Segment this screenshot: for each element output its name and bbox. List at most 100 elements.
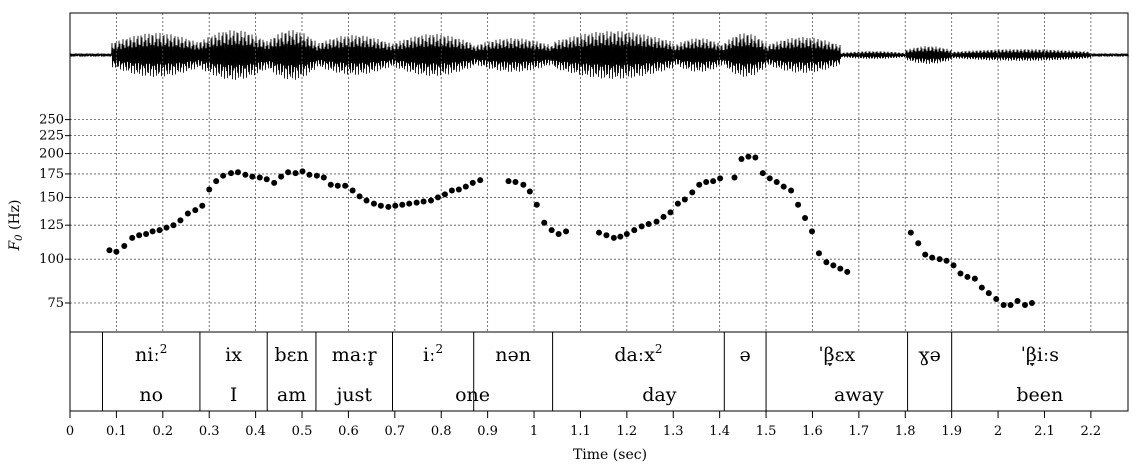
- f0-point: [660, 213, 667, 220]
- f0-point: [815, 250, 822, 257]
- f0-point: [399, 201, 406, 208]
- f0-point: [971, 275, 978, 282]
- f0-point: [830, 262, 837, 269]
- f0-point: [526, 188, 533, 195]
- x-tick-label: 1.6: [802, 424, 823, 439]
- ipa-label: ɣə: [918, 344, 941, 366]
- x-tick-label: 2.1: [1034, 424, 1055, 439]
- f0-point: [703, 178, 710, 185]
- f0-point: [623, 230, 630, 237]
- x-tick-label: 0.9: [477, 424, 498, 439]
- f0-point: [370, 200, 377, 207]
- x-axis: 0 0.1 0.2 0.3 0.4 0.5 0.6 0.7 0.8 0.9 1 1.1 1.2 1.3 1.…: [66, 411, 1101, 439]
- f0-point: [717, 175, 724, 182]
- ipa-label: ə: [740, 344, 751, 366]
- f0-points: [106, 153, 1035, 309]
- f0-point: [710, 178, 717, 185]
- f0-point: [256, 174, 263, 181]
- y-tick-label: 100: [39, 252, 64, 267]
- y-axis-title-subscript: 0: [14, 234, 25, 241]
- f0-point: [121, 243, 128, 250]
- f0-point: [936, 256, 943, 263]
- f0-point: [759, 170, 766, 177]
- f0-point: [964, 273, 971, 280]
- f0-point: [334, 182, 341, 189]
- y-axis-title-unit: (Hz): [7, 199, 23, 234]
- f0-point: [555, 230, 562, 237]
- f0-point: [844, 268, 851, 275]
- f0-point: [837, 265, 844, 272]
- f0-point: [234, 169, 241, 176]
- f0-point: [929, 254, 936, 261]
- f0-point: [689, 189, 696, 196]
- f0-point: [681, 196, 688, 203]
- x-tick-label: 0.2: [152, 424, 173, 439]
- plot-frame: [69, 12, 1129, 412]
- f0-point: [448, 187, 455, 194]
- y-axis-title: F0 (Hz): [7, 199, 25, 251]
- f0-point: [617, 233, 624, 240]
- ipa-label: ix: [225, 344, 242, 366]
- f0-point: [645, 220, 652, 227]
- f0-point: [206, 186, 213, 193]
- f0-point: [271, 179, 278, 186]
- x-tick-label: 0.5: [292, 424, 313, 439]
- x-tick-label: 1.5: [756, 424, 777, 439]
- x-tick-label: 1.2: [616, 424, 637, 439]
- f0-point: [469, 179, 476, 186]
- f0-point: [795, 201, 802, 208]
- f0-point: [136, 232, 143, 239]
- f0-point: [143, 230, 150, 237]
- f0-point: [638, 223, 645, 230]
- f0-point: [477, 177, 484, 184]
- gloss-label: away: [834, 384, 884, 406]
- f0-point: [950, 262, 957, 269]
- f0-point: [377, 202, 384, 209]
- f0-point: [745, 153, 752, 160]
- f0-point: [356, 193, 363, 200]
- f0-point: [738, 156, 745, 163]
- x-tick-label: 0.1: [106, 424, 127, 439]
- f0-point: [420, 198, 427, 205]
- f0-point: [773, 178, 780, 185]
- y-tick-label: 125: [39, 218, 64, 233]
- f0-point: [278, 173, 285, 180]
- f0-point: [385, 203, 392, 210]
- f0-point: [1021, 302, 1028, 309]
- f0-point: [541, 219, 548, 226]
- gloss-label: been: [1016, 384, 1063, 406]
- f0-point: [1000, 302, 1007, 309]
- x-tick-label: 0.8: [431, 424, 452, 439]
- f0-point: [434, 194, 441, 201]
- x-tick-label: 1.3: [663, 424, 684, 439]
- ipa-label: bɛn: [274, 344, 308, 366]
- f0-point: [149, 228, 156, 235]
- f0-point: [392, 202, 399, 209]
- x-tick-label: 1.1: [570, 424, 591, 439]
- f0-point: [428, 197, 435, 204]
- f0-point: [242, 171, 249, 178]
- f0-point: [299, 168, 306, 175]
- gloss-label: day: [642, 384, 676, 406]
- f0-point: [306, 171, 313, 178]
- f0-point: [1007, 302, 1014, 309]
- f0-point: [943, 257, 950, 264]
- f0-point: [915, 240, 922, 247]
- grid: [70, 13, 1128, 332]
- f0-point: [313, 172, 320, 179]
- ipa-label: ˈβ̞ɛx: [818, 344, 855, 366]
- f0-point: [985, 290, 992, 297]
- f0-point: [129, 234, 136, 241]
- f0-point: [610, 234, 617, 241]
- f0-point: [292, 170, 299, 177]
- x-tick-label: 0: [66, 424, 74, 439]
- y-tick-label: 175: [39, 167, 64, 182]
- f0-point: [263, 176, 270, 183]
- gloss-label: just: [334, 384, 372, 406]
- f0-point: [993, 295, 1000, 302]
- f0-point: [285, 169, 292, 176]
- f0-point: [462, 183, 469, 190]
- x-axis-title: Time (sec): [573, 447, 647, 463]
